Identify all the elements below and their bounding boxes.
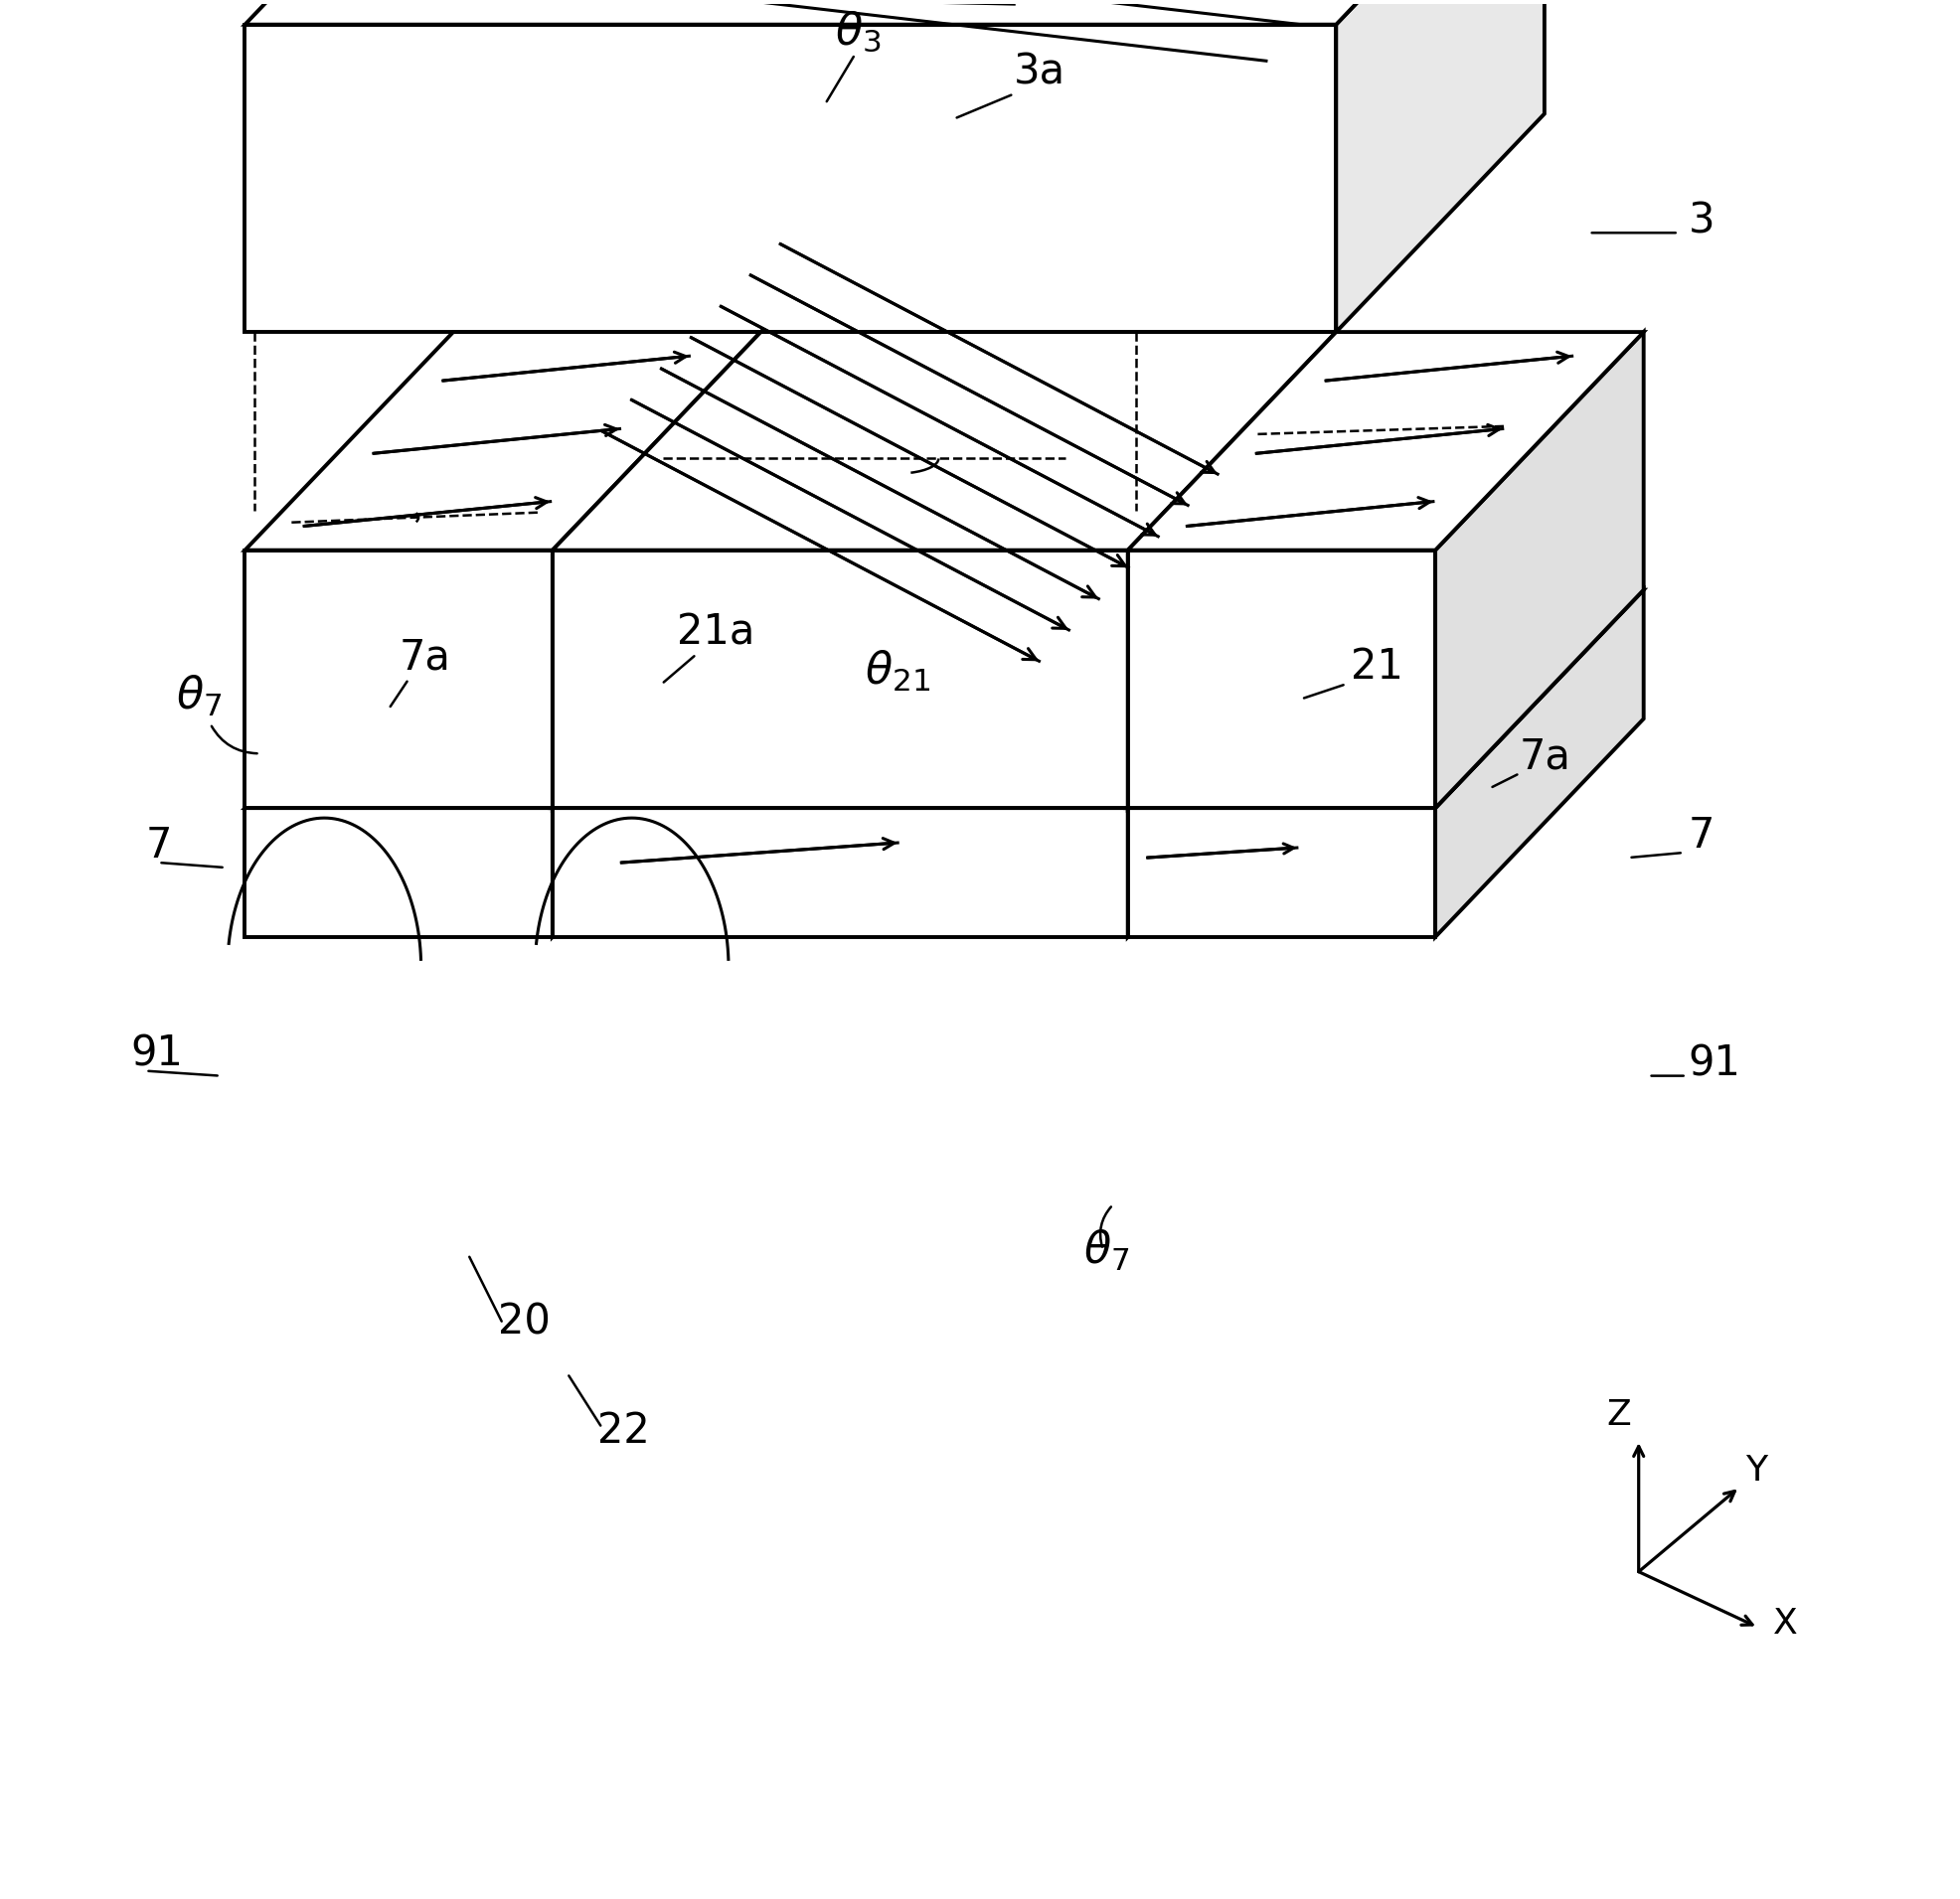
Polygon shape (1127, 809, 1435, 936)
Polygon shape (245, 0, 1544, 25)
Text: 21: 21 (1350, 646, 1403, 687)
Polygon shape (1127, 332, 1644, 551)
Text: 7a: 7a (398, 636, 451, 678)
Polygon shape (553, 551, 1127, 809)
Polygon shape (553, 332, 760, 809)
Text: X: X (1774, 1607, 1797, 1641)
Text: 3a: 3a (1013, 51, 1066, 93)
Polygon shape (553, 591, 1337, 809)
Polygon shape (245, 332, 760, 551)
Polygon shape (553, 332, 1337, 551)
Polygon shape (553, 591, 760, 936)
Text: 91: 91 (1688, 1043, 1740, 1084)
Text: 7: 7 (145, 824, 172, 866)
Polygon shape (245, 591, 760, 809)
Polygon shape (553, 809, 1127, 936)
Text: 22: 22 (598, 1409, 649, 1451)
Text: Y: Y (1746, 1455, 1768, 1487)
Text: 7a: 7a (1519, 735, 1572, 777)
Text: $\theta_7$: $\theta_7$ (176, 672, 221, 718)
Text: $\theta_{21}$: $\theta_{21}$ (864, 648, 931, 693)
Polygon shape (1127, 551, 1435, 809)
Text: $\theta_3$: $\theta_3$ (835, 9, 882, 53)
Text: 21a: 21a (676, 611, 755, 653)
Polygon shape (245, 809, 553, 936)
Polygon shape (245, 551, 553, 809)
Polygon shape (1337, 0, 1544, 332)
Polygon shape (245, 25, 1337, 332)
Text: 3: 3 (1688, 199, 1715, 241)
Polygon shape (1127, 591, 1644, 809)
Text: Z: Z (1607, 1398, 1631, 1432)
Text: 7: 7 (1688, 815, 1715, 856)
Polygon shape (1127, 591, 1337, 936)
Polygon shape (1435, 332, 1644, 809)
Text: 91: 91 (131, 1033, 184, 1075)
Text: 20: 20 (498, 1301, 551, 1343)
Text: $\theta_7$: $\theta_7$ (1084, 1229, 1129, 1274)
Polygon shape (1435, 591, 1644, 936)
Polygon shape (1127, 332, 1337, 809)
